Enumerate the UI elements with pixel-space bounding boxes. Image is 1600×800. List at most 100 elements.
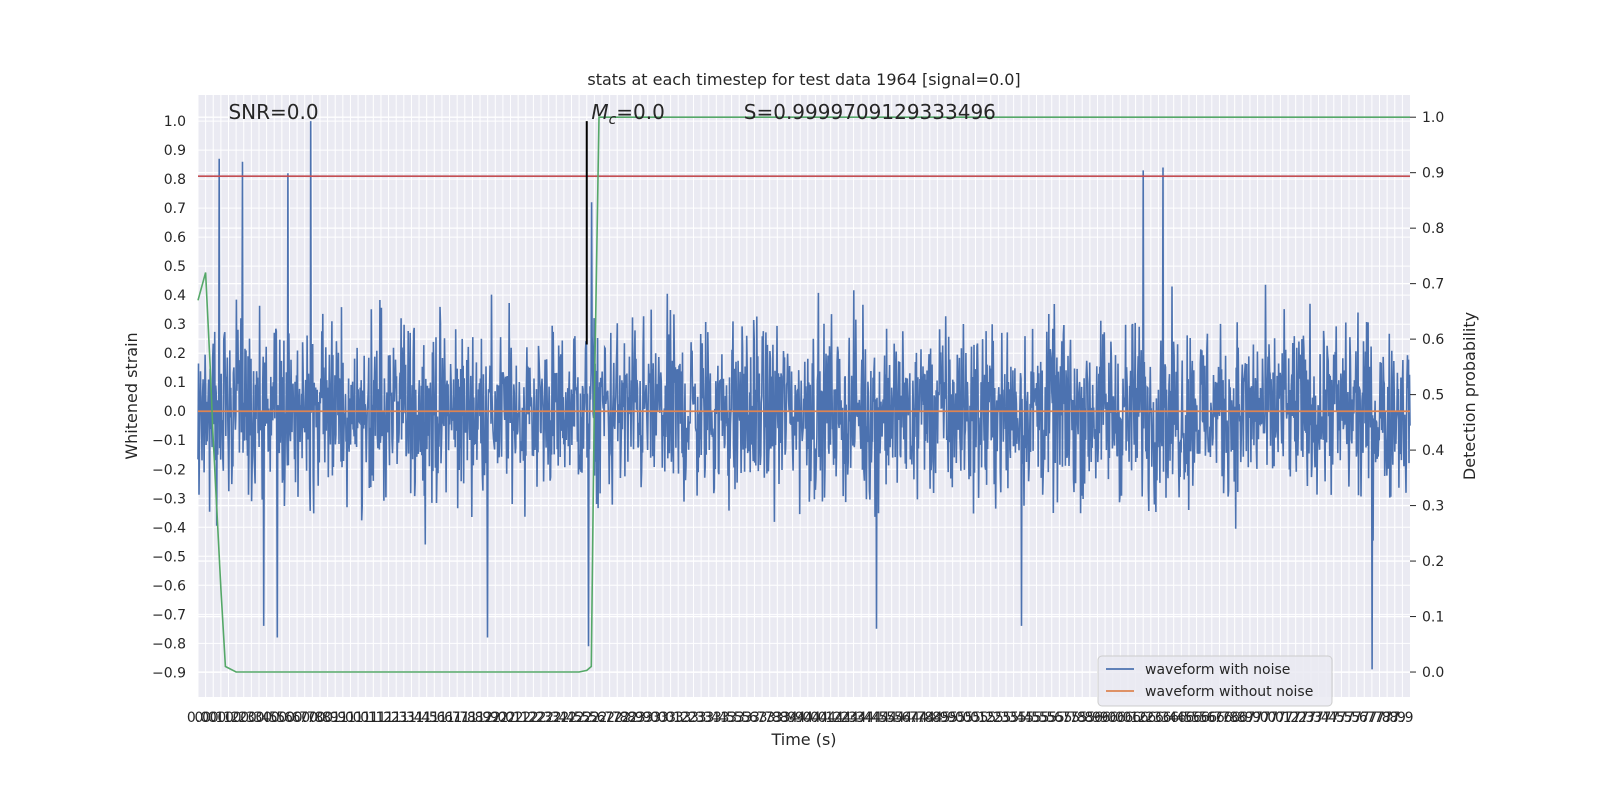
x-tick-label: 1.9 [477, 710, 499, 726]
x-tick-label: 5.5 [1025, 710, 1047, 726]
x-tick-label: 7.5 [1338, 710, 1360, 726]
x-tick-label: 2.8 [606, 710, 628, 726]
x-tick-label: 6.4 [1155, 710, 1177, 726]
x-tick-label: 4.0 [789, 710, 811, 726]
x-tick-label: 1.8 [461, 710, 483, 726]
y2-tick-label: 0.0 [1422, 665, 1444, 681]
x-tick-label: 4.1 [812, 710, 834, 726]
y-tick-label: 0.4 [164, 288, 186, 304]
y2-tick-label: 0.2 [1422, 554, 1444, 570]
x-tick-label: 6.0 [1094, 710, 1116, 726]
x-tick-label: 6.5 [1185, 710, 1207, 726]
x-tick-label: 7.8 [1376, 710, 1398, 726]
y2-tick-label: 0.4 [1422, 443, 1444, 459]
x-tick-label: 4.7 [903, 710, 925, 726]
x-tick-label: 3.2 [675, 710, 697, 726]
x-tick-label: 6.8 [1216, 710, 1238, 726]
x-tick-label: 4.0 [797, 710, 819, 726]
x-tick-label: 1.9 [469, 710, 491, 726]
x-tick-label: 5.0 [942, 710, 964, 726]
x-tick-label: 3.5 [728, 710, 750, 726]
x-tick-label: 4.6 [888, 710, 910, 726]
y2-tick-label: 0.1 [1422, 610, 1444, 626]
x-tick-label: 3.3 [682, 710, 704, 726]
x-tick-label: 3.0 [637, 710, 659, 726]
y-tick-label: 0.1 [164, 375, 186, 391]
x-tick-label: 2.3 [538, 710, 560, 726]
x-tick-label: 0.1 [202, 710, 224, 726]
x-tick-label: 4.5 [873, 710, 895, 726]
x-tick-label: 3.5 [720, 710, 742, 726]
y2-axis-ticks: 0.0 0.1 0.2 0.3 0.4 0.5 0.6 0.7 0.8 0.9 1.0 [1410, 110, 1444, 681]
y-tick-label: −0.5 [152, 549, 186, 565]
x-tick-label: 2.4 [553, 710, 575, 726]
x-tick-label: 3.0 [652, 710, 674, 726]
x-tick-label: 0.8 [301, 710, 323, 726]
y-axis-label: Whitened strain [122, 332, 141, 459]
x-tick-label: 5.4 [1002, 710, 1024, 726]
legend-entry: waveform without noise [1145, 684, 1313, 700]
x-tick-label: 0.9 [316, 710, 338, 726]
x-tick-label: 5.9 [1086, 710, 1108, 726]
y2-tick-label: 0.6 [1422, 332, 1444, 348]
y2-tick-label: 0.3 [1422, 499, 1444, 515]
x-tick-label: 3.9 [781, 710, 803, 726]
x-tick-label: 2.5 [560, 710, 582, 726]
x-tick-label: 7.3 [1300, 710, 1322, 726]
x-tick-label: 7.1 [1269, 710, 1291, 726]
legend-entry: waveform with noise [1145, 662, 1290, 678]
y2-tick-label: 0.5 [1422, 388, 1444, 404]
x-tick-label: 0.8 [309, 710, 331, 726]
x-tick-label: 2.2 [522, 710, 544, 726]
y-tick-label: 0.7 [164, 201, 186, 217]
x-tick-label: 4.9 [934, 710, 956, 726]
x-tick-label: 5.5 [1018, 710, 1040, 726]
x-tick-label: 2.9 [621, 710, 643, 726]
x-tick-label: 5.4 [1010, 710, 1032, 726]
x-tick-label: 3.8 [766, 710, 788, 726]
x-tick-label: 1.1 [355, 710, 377, 726]
x-tick-label: 0.6 [271, 710, 293, 726]
x-tick-label: 4.2 [820, 710, 842, 726]
x-tick-label: 3.6 [736, 710, 758, 726]
x-axis-ticks: 0.00.00.10.10.20.20.30.30.40.50.50.60.60… [187, 710, 1414, 726]
x-tick-label: 5.0 [949, 710, 971, 726]
x-tick-label: 4.5 [865, 710, 887, 726]
y2-tick-label: 1.0 [1422, 110, 1444, 126]
y-tick-label: 1.0 [164, 114, 186, 130]
x-tick-label: 1.6 [423, 710, 445, 726]
x-tick-label: 2.7 [598, 710, 620, 726]
y-tick-label: 0.2 [164, 346, 186, 362]
y-tick-label: −0.3 [152, 491, 186, 507]
x-tick-label: 7.9 [1391, 710, 1413, 726]
x-tick-label: 2.4 [545, 710, 567, 726]
x-tick-label: 4.7 [896, 710, 918, 726]
x-tick-label: 2.2 [515, 710, 537, 726]
annotation: Mc=0.0 [591, 100, 665, 128]
y-tick-label: 0.9 [164, 143, 186, 159]
x-tick-label: 3.7 [743, 710, 765, 726]
y2-tick-label: 0.9 [1422, 166, 1444, 182]
x-tick-label: 5.1 [964, 710, 986, 726]
y-tick-label: −0.6 [152, 578, 186, 594]
x-tick-label: 5.7 [1048, 710, 1070, 726]
x-tick-label: 1.7 [438, 710, 460, 726]
x-tick-label: 4.4 [850, 710, 872, 726]
x-tick-label: 3.7 [751, 710, 773, 726]
y2-axis-label: Detection probability [1460, 312, 1479, 480]
x-tick-label: 3.4 [705, 710, 727, 726]
x-tick-label: 2.5 [576, 710, 598, 726]
y2-tick-label: 0.7 [1422, 277, 1444, 293]
x-tick-label: 5.3 [995, 710, 1017, 726]
y-tick-label: 0.8 [164, 172, 186, 188]
y-tick-label: −0.2 [152, 462, 186, 478]
y2-tick-label: 0.8 [1422, 221, 1444, 237]
chart-title: stats at each timestep for test data 196… [587, 70, 1020, 89]
x-tick-label: 5.9 [1079, 710, 1101, 726]
x-tick-label: 0.0 [194, 710, 216, 726]
y-tick-label: −0.9 [152, 665, 186, 681]
x-tick-label: 0.7 [286, 710, 308, 726]
series-layer [197, 116, 1411, 673]
x-tick-label: 5.5 [1033, 710, 1055, 726]
x-tick-label: 3.3 [690, 710, 712, 726]
